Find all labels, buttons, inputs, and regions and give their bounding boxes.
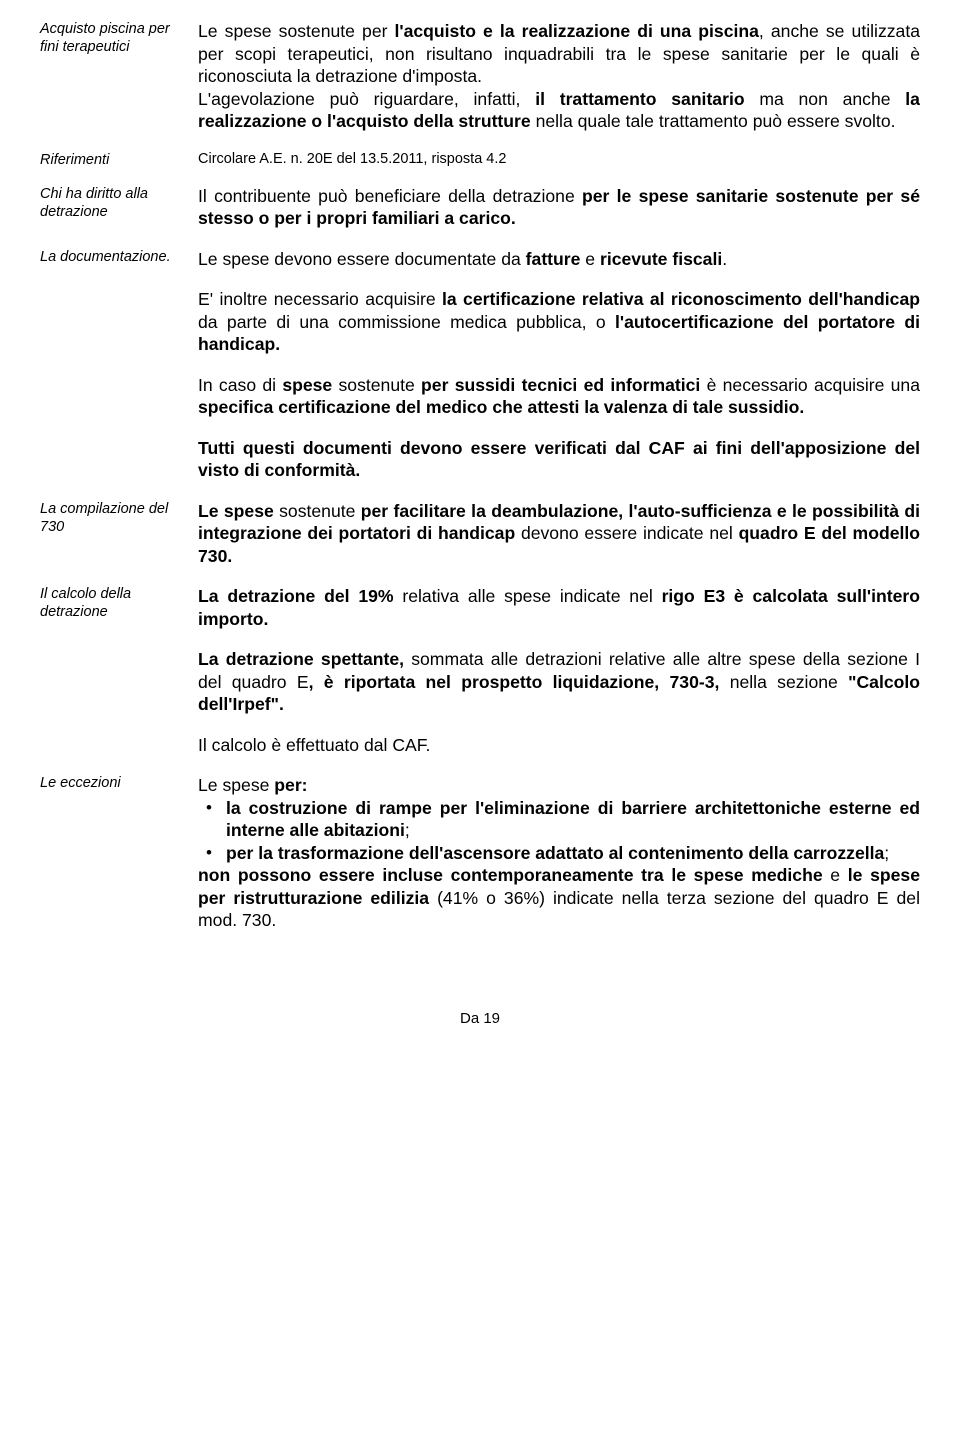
para-doc3: In caso di spese sostenute per sussidi t…	[198, 374, 920, 419]
para-calc1: La detrazione del 19% relativa alle spes…	[198, 585, 920, 630]
t: La detrazione del 19%	[198, 586, 402, 606]
t: sostenute	[274, 501, 361, 521]
t: .	[722, 249, 727, 269]
t: per sussidi tecnici ed informatici	[421, 375, 700, 395]
t: In caso di	[198, 375, 282, 395]
t: la certificazione relativa al riconoscim…	[442, 289, 920, 309]
para-chi: Il contribuente può beneficiare della de…	[198, 185, 920, 230]
t: e	[580, 249, 600, 269]
page-footer: Da 19	[0, 970, 960, 1047]
para-acquisto: Le spese sostenute per l'acquisto e la r…	[198, 20, 920, 133]
t: spese	[282, 375, 332, 395]
side-doc: La documentazione.	[40, 248, 178, 266]
t: la costruzione di rampe per l'eliminazio…	[226, 798, 920, 841]
t: Le spese sostenute per	[198, 21, 395, 41]
t: ;	[884, 843, 889, 863]
t: non possono essere incluse contemporanea…	[198, 865, 823, 885]
t: e	[823, 865, 848, 885]
t: relativa alle spese indicate nel	[402, 586, 661, 606]
t: da parte di una commissione medica pubbl…	[198, 312, 615, 332]
t: è necessario acquisire una	[700, 375, 920, 395]
t: ;	[405, 820, 410, 840]
t: per:	[274, 775, 307, 795]
t: devono essere indicate nel	[515, 523, 738, 543]
list-item: la costruzione di rampe per l'eliminazio…	[214, 797, 920, 842]
t: Tutti questi documenti devono essere ver…	[198, 438, 920, 481]
t: il trattamento sanitario	[535, 89, 744, 109]
t: nella quale tale trattamento può essere …	[531, 111, 896, 131]
ecc-list: la costruzione di rampe per l'eliminazio…	[198, 797, 920, 865]
t: ricevute fiscali	[600, 249, 722, 269]
para-comp: Le spese sostenute per facilitare la dea…	[198, 500, 920, 568]
t: La detrazione spettante,	[198, 649, 404, 669]
t: L'agevolazione può riguardare, infatti,	[198, 89, 535, 109]
side-compilazione: La compilazione del 730	[40, 500, 178, 536]
t: Il contribuente può beneficiare della de…	[198, 186, 582, 206]
para-ecc-intro: Le spese per:	[198, 774, 920, 797]
t: l'acquisto e la realizzazione di una pis…	[395, 21, 759, 41]
t: Le spese	[198, 501, 274, 521]
t: fatture	[526, 249, 581, 269]
para-doc2: E' inoltre necessario acquisire la certi…	[198, 288, 920, 356]
t: Le spese devono essere documentate da	[198, 249, 526, 269]
para-doc1: Le spese devono essere documentate da fa…	[198, 248, 920, 271]
t: nella sezione	[719, 672, 848, 692]
t: , è riportata nel prospetto liquidazione…	[309, 672, 720, 692]
para-ecc-close: non possono essere incluse contemporanea…	[198, 864, 920, 932]
t: specifica certificazione del medico	[198, 397, 487, 417]
para-calc2: La detrazione spettante, sommata alle de…	[198, 648, 920, 716]
t: che attesti la valenza di tale sussidio.	[487, 397, 804, 417]
t: per la trasformazione dell'ascensore ada…	[226, 843, 884, 863]
para-calc3: Il calcolo è effettuato dal CAF.	[198, 734, 920, 757]
para-rif: Circolare A.E. n. 20E del 13.5.2011, ris…	[198, 151, 920, 167]
para-doc4: Tutti questi documenti devono essere ver…	[198, 437, 920, 482]
side-chi: Chi ha diritto alla detrazione	[40, 185, 178, 221]
side-calcolo: Il calcolo della detrazione	[40, 585, 178, 621]
side-acquisto: Acquisto piscina per fini terapeutici	[40, 20, 178, 56]
t: sostenute	[332, 375, 421, 395]
list-item: per la trasformazione dell'ascensore ada…	[214, 842, 920, 865]
t: E' inoltre necessario acquisire	[198, 289, 442, 309]
t: ma non anche	[745, 89, 906, 109]
side-eccezioni: Le eccezioni	[40, 774, 178, 792]
side-riferimenti: Riferimenti	[40, 151, 178, 169]
t: Le spese	[198, 775, 274, 795]
